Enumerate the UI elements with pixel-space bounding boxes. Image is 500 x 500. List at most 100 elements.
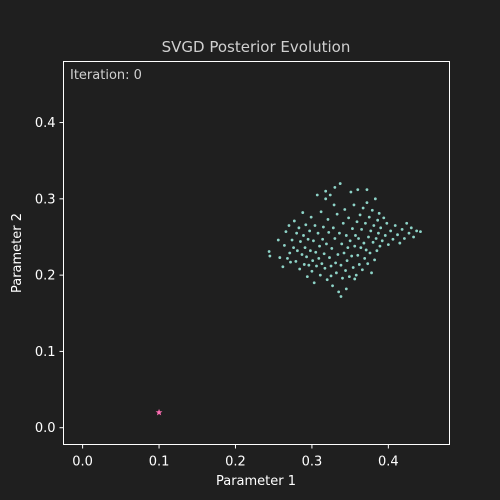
particle-point bbox=[352, 203, 356, 207]
particle-point bbox=[312, 281, 316, 285]
x-tick-label: 0.0 bbox=[72, 455, 93, 470]
particle-point bbox=[351, 266, 355, 269]
particle-point bbox=[321, 237, 325, 241]
particle-point bbox=[339, 295, 343, 298]
particle-point bbox=[372, 224, 376, 227]
particle-point bbox=[391, 237, 395, 241]
particle-point bbox=[310, 269, 314, 273]
particle-point bbox=[398, 241, 402, 245]
particle-point bbox=[419, 230, 422, 234]
particle-point bbox=[415, 229, 419, 233]
particle-point bbox=[369, 229, 373, 233]
particle-point bbox=[282, 243, 286, 247]
particle-point bbox=[344, 234, 348, 237]
y-axis-label: Parameter 2 bbox=[10, 213, 25, 293]
particle-point bbox=[307, 263, 311, 267]
particle-point bbox=[341, 221, 345, 225]
y-tick-label: 0.1 bbox=[35, 345, 56, 360]
particle-point bbox=[281, 265, 285, 269]
particle-point bbox=[367, 235, 370, 239]
particle-point bbox=[318, 273, 322, 277]
particle-point bbox=[345, 259, 349, 263]
particle-point bbox=[314, 250, 318, 254]
particle-point bbox=[324, 197, 328, 201]
particle-point bbox=[315, 264, 318, 268]
particle-point bbox=[336, 253, 340, 256]
particle-point bbox=[326, 218, 330, 221]
y-tick-label: 0.4 bbox=[35, 116, 56, 131]
chart-title: SVGD Posterior Evolution bbox=[162, 38, 351, 56]
particle-point bbox=[311, 259, 315, 263]
particle-point bbox=[405, 221, 409, 225]
particle-point bbox=[317, 256, 321, 260]
particle-point bbox=[403, 237, 406, 240]
particle-point bbox=[320, 262, 324, 266]
particle-point bbox=[348, 239, 352, 243]
particle-point bbox=[292, 246, 295, 250]
particle-point bbox=[290, 238, 294, 242]
particle-point bbox=[353, 244, 357, 248]
particle-point bbox=[335, 212, 339, 216]
particle-point bbox=[286, 256, 289, 260]
particle-point bbox=[300, 253, 304, 256]
particle-point bbox=[373, 197, 377, 201]
particle-point bbox=[385, 221, 389, 225]
particle-point bbox=[375, 249, 379, 253]
particle-point bbox=[284, 230, 288, 234]
particle-point bbox=[303, 246, 307, 250]
particle-point bbox=[299, 240, 302, 243]
particle-point bbox=[340, 242, 344, 246]
particle-point bbox=[373, 258, 376, 262]
target-star-marker bbox=[155, 408, 163, 416]
particle-point bbox=[295, 249, 299, 253]
particle-point bbox=[278, 256, 282, 259]
particle-point bbox=[324, 189, 328, 193]
particle-point bbox=[337, 290, 341, 294]
particle-point bbox=[330, 247, 334, 250]
particle-point bbox=[400, 227, 404, 231]
ticks-layer: 0.0 0.1 0.2 0.3 0.4 0.0 0.1 0.2 0.3 0.4 bbox=[35, 116, 399, 469]
particle-point bbox=[379, 226, 383, 230]
particle-point bbox=[328, 193, 332, 197]
particle-point bbox=[339, 263, 343, 267]
particle-point bbox=[327, 231, 331, 234]
particle-point bbox=[356, 188, 360, 192]
particle-point bbox=[407, 231, 411, 235]
particle-point bbox=[268, 254, 272, 258]
particle-point bbox=[329, 274, 333, 278]
particle-point bbox=[354, 234, 357, 237]
particle-point bbox=[334, 261, 338, 265]
particle-point bbox=[347, 216, 351, 220]
particle-point bbox=[360, 227, 363, 231]
particle-point bbox=[304, 223, 308, 227]
particle-point bbox=[325, 242, 328, 246]
particle-point bbox=[358, 213, 362, 217]
particle-point bbox=[308, 229, 312, 233]
particle-point bbox=[370, 271, 373, 275]
particle-point bbox=[341, 276, 344, 280]
particle-point bbox=[370, 208, 374, 212]
particle-point bbox=[360, 268, 364, 272]
particle-point bbox=[323, 266, 327, 270]
particle-point bbox=[344, 287, 348, 291]
particle-point bbox=[376, 218, 380, 222]
axes-frame bbox=[63, 61, 450, 445]
particle-point bbox=[331, 284, 334, 288]
particle-point bbox=[343, 208, 347, 211]
particle-point bbox=[325, 278, 329, 282]
particle-point bbox=[377, 231, 380, 235]
points-layer bbox=[155, 182, 422, 416]
particle-point bbox=[389, 229, 393, 233]
particle-point bbox=[312, 239, 315, 243]
y-tick-label: 0.2 bbox=[35, 269, 56, 284]
particle-point bbox=[295, 231, 299, 235]
particle-point bbox=[333, 185, 337, 189]
particle-point bbox=[333, 237, 337, 240]
particle-point bbox=[305, 255, 308, 259]
particle-point bbox=[367, 215, 371, 219]
particle-point bbox=[331, 226, 335, 230]
particle-point bbox=[364, 248, 368, 252]
x-tick-label: 0.4 bbox=[378, 455, 399, 470]
